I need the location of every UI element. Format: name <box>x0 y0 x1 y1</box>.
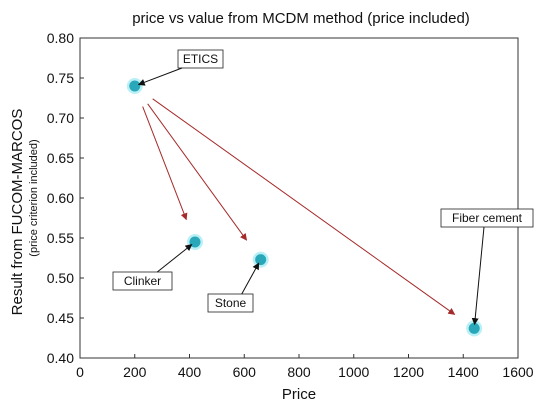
point-clinker <box>186 234 203 250</box>
callout-stone: Stone <box>207 262 260 313</box>
x-tick-label: 800 <box>287 364 311 380</box>
y-axis-subtitle: (price criterion included) <box>28 139 40 256</box>
callout-box <box>177 49 224 69</box>
y-tick-label: 0.40 <box>47 350 74 366</box>
point-label: ETICS <box>183 52 218 66</box>
callout-box <box>207 293 254 313</box>
callout-fiber-cement: Fiber cement <box>440 208 534 326</box>
y-axis: 0.40 0.45 0.50 0.55 0.60 0.65 0.70 0.75 0.80 <box>47 30 84 366</box>
y-tick-label: 0.45 <box>47 310 74 326</box>
x-tick-label: 1000 <box>338 364 369 380</box>
point-stone <box>252 251 269 268</box>
y-tick-label: 0.70 <box>47 110 74 126</box>
y-tick-label: 0.55 <box>47 230 74 246</box>
callout-arrow <box>241 262 260 295</box>
point-etics <box>126 78 143 94</box>
point-label: Fiber cement <box>452 211 523 225</box>
y-tick-label: 0.50 <box>47 270 74 286</box>
callout-etics: ETICS <box>137 49 224 86</box>
chart-title: price vs value from MCDM method (price i… <box>132 10 470 27</box>
callout-arrow <box>156 244 193 273</box>
y-tick-label: 0.75 <box>47 70 74 86</box>
callout-box <box>112 271 173 291</box>
arrows <box>142 98 456 315</box>
x-tick-label: 1600 <box>502 364 533 380</box>
x-axis-title: Price <box>282 386 316 403</box>
y-axis-title: Result from FUCOM-MARCOS <box>9 109 26 316</box>
arrow-stone <box>147 103 247 241</box>
x-tick-label: 400 <box>178 364 202 380</box>
x-tick-label: 1400 <box>448 364 479 380</box>
x-tick-label: 600 <box>233 364 257 380</box>
x-axis: 0 200 400 600 800 1000 1200 1400 1600 <box>76 354 534 380</box>
x-tick-label: 1200 <box>393 364 424 380</box>
callout-arrow <box>137 67 183 86</box>
y-tick-label: 0.65 <box>47 150 74 166</box>
x-tick-label: 200 <box>123 364 147 380</box>
y-tick-label: 0.60 <box>47 190 74 206</box>
arrow-fiber-cement <box>152 98 456 315</box>
arrow-clinker <box>142 106 188 221</box>
y-tick-label: 0.80 <box>47 30 74 46</box>
plot-frame <box>79 37 519 359</box>
point-label: Clinker <box>124 274 161 288</box>
callout-arrow <box>471 226 485 326</box>
callout-box <box>440 208 534 228</box>
point-fiber-cement <box>466 320 483 337</box>
callouts: ETICS Clinker Stone Fiber cement <box>112 49 534 326</box>
x-tick-label: 0 <box>76 364 84 380</box>
callout-clinker: Clinker <box>112 244 193 291</box>
point-label: Stone <box>215 296 247 310</box>
